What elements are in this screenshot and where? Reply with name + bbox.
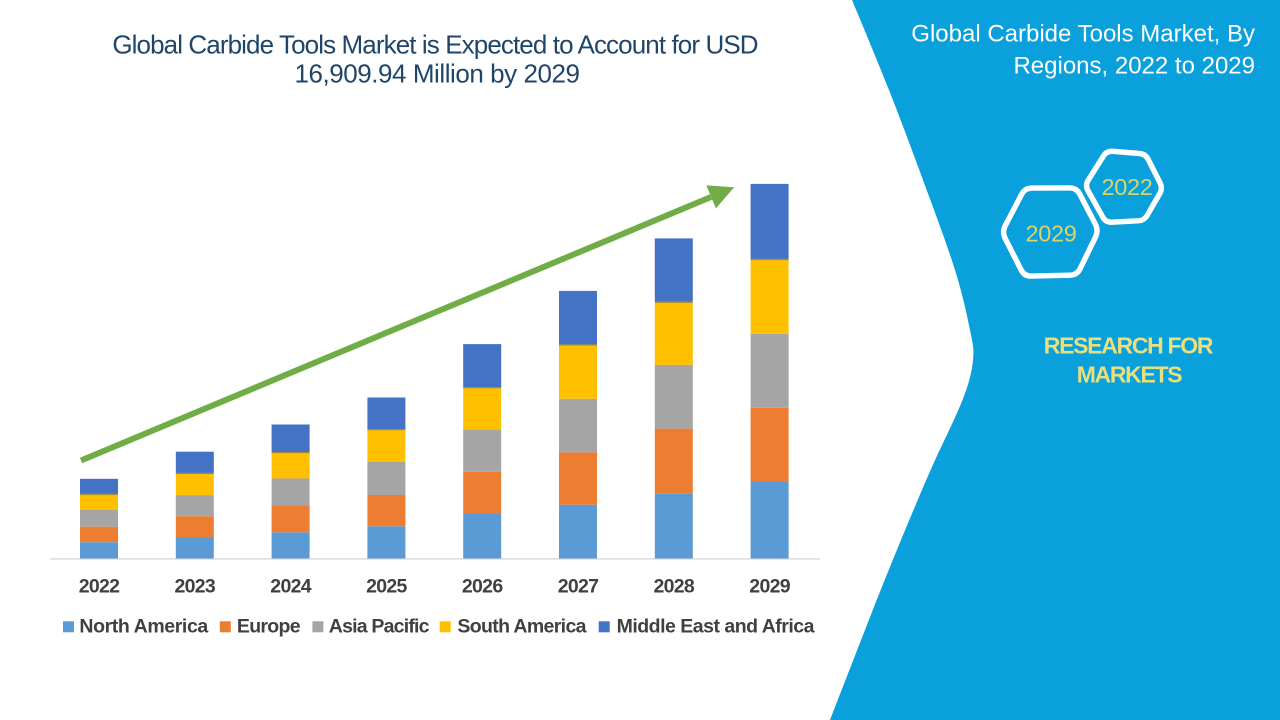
svg-text:2022: 2022: [1101, 174, 1152, 200]
svg-text:2024: 2024: [270, 576, 311, 598]
svg-text:2029: 2029: [1025, 220, 1076, 246]
svg-text:2027: 2027: [558, 576, 599, 598]
svg-text:2023: 2023: [175, 576, 216, 598]
svg-text:MARKETS: MARKETS: [1077, 362, 1183, 388]
svg-text:Europe: Europe: [237, 616, 301, 638]
svg-text:2028: 2028: [654, 576, 695, 598]
svg-text:South America: South America: [457, 616, 586, 638]
svg-text:Middle East and Africa: Middle East and Africa: [617, 616, 815, 638]
svg-text:Global Carbide Tools Market, B: Global Carbide Tools Market, By: [911, 20, 1255, 47]
svg-text:16,909.94 Million by 2029: 16,909.94 Million by 2029: [294, 59, 579, 89]
svg-text:Global Carbide Tools Market is: Global Carbide Tools Market is Expected …: [112, 30, 757, 60]
svg-text:Asia Pacific: Asia Pacific: [329, 616, 430, 638]
svg-text:North America: North America: [79, 616, 208, 638]
svg-text:RESEARCH FOR: RESEARCH FOR: [1044, 333, 1214, 359]
svg-text:2026: 2026: [462, 576, 503, 598]
svg-text:2022: 2022: [79, 576, 120, 598]
svg-text:Regions, 2022 to 2029: Regions, 2022 to 2029: [1013, 52, 1255, 79]
svg-text:2029: 2029: [749, 576, 790, 598]
svg-text:2025: 2025: [366, 576, 407, 598]
